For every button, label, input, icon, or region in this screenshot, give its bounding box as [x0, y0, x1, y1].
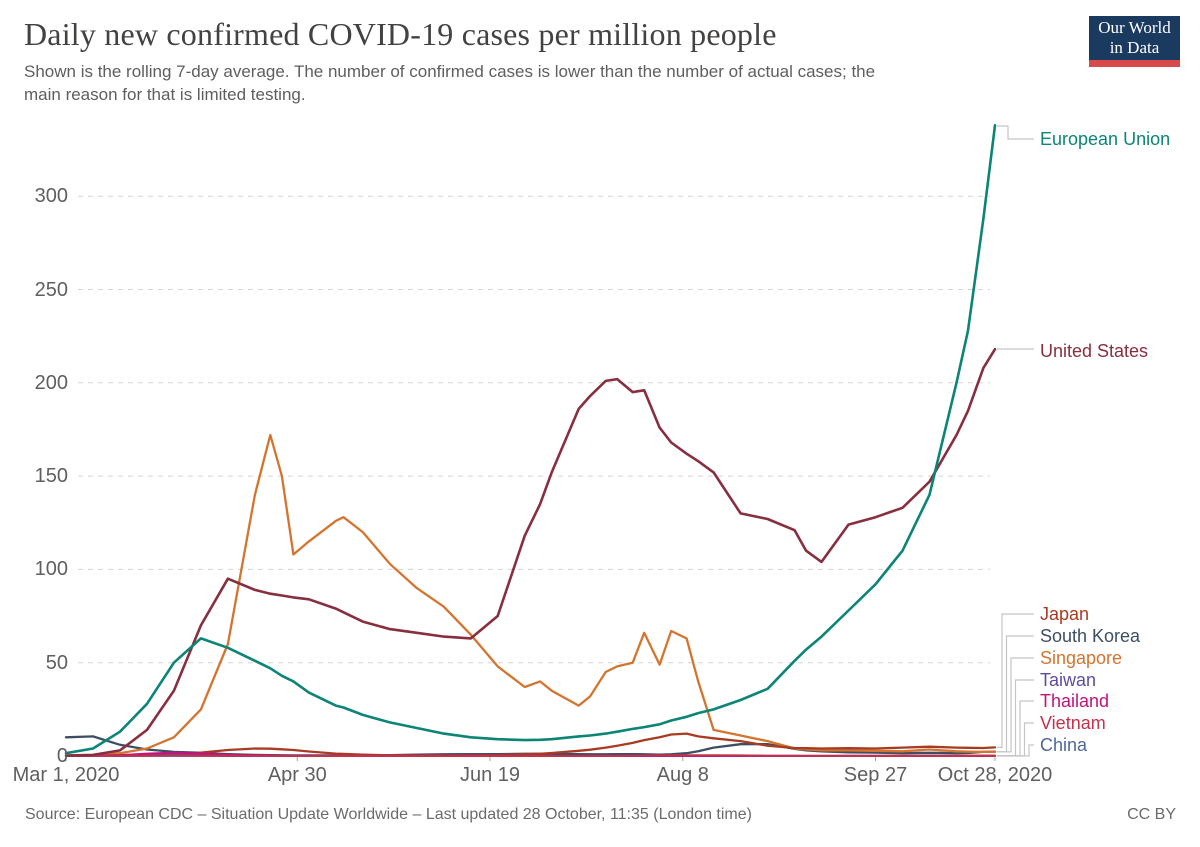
- series-line-european-union: [64, 124, 997, 755]
- series-line-united-states: [64, 347, 997, 757]
- series-label-south-korea[interactable]: South Korea: [1040, 626, 1141, 646]
- x-tick-label-oct-28,-2020: Oct 28, 2020: [937, 764, 1053, 786]
- page-title: Daily new confirmed COVID-19 cases per m…: [24, 16, 777, 52]
- x-tick-label-apr-30: Apr 30: [267, 764, 327, 786]
- label-connector-japan: [997, 613, 1034, 748]
- chart-subtitle-line1: Shown is the rolling 7-day average. The …: [24, 62, 876, 81]
- label-connector-china: [997, 744, 1034, 757]
- source-note: Source: European CDC – Situation Update …: [25, 806, 752, 823]
- chart-subtitle-line2: main reason for that is limited testing.: [24, 85, 306, 104]
- series-label-japan[interactable]: Japan: [1040, 604, 1090, 624]
- chart-subtitle: Shown is the rolling 7-day average. The …: [24, 60, 875, 106]
- owid-logo-line2: in Data: [1109, 38, 1160, 57]
- series-label-thailand[interactable]: Thailand: [1040, 691, 1110, 711]
- series-line-vietnam: [65, 754, 996, 757]
- y-tick-label-100: 100: [34, 558, 68, 581]
- x-tick-label-sep-27: Sep 27: [843, 764, 908, 786]
- x-tick-label-jun-19: Jun 19: [459, 764, 521, 786]
- y-tick-label-300: 300: [34, 185, 68, 208]
- x-tick-label-aug-8: Aug 8: [656, 764, 709, 786]
- series-line-japan: [64, 732, 997, 757]
- series-label-taiwan[interactable]: Taiwan: [1040, 670, 1097, 690]
- license-link[interactable]: CC BY: [1127, 806, 1176, 823]
- label-connector-european-union: [997, 125, 1034, 140]
- series-label-china[interactable]: China: [1040, 735, 1088, 755]
- series-label-vietnam[interactable]: Vietnam: [1040, 713, 1106, 733]
- owid-logo-accent-bar: [1089, 60, 1180, 67]
- series-label-singapore[interactable]: Singapore: [1040, 648, 1123, 668]
- series-label-european-union[interactable]: European Union: [1040, 129, 1171, 149]
- label-connector-singapore: [997, 657, 1034, 753]
- y-tick-label-250: 250: [34, 278, 68, 301]
- series-line-singapore: [64, 433, 997, 757]
- y-tick-label-150: 150: [34, 465, 68, 488]
- owid-logo[interactable]: Our World in Data: [1089, 16, 1180, 67]
- y-tick-label-0: 0: [56, 745, 68, 767]
- series-label-united-states[interactable]: United States: [1040, 341, 1149, 361]
- owid-logo-line1: Our World: [1098, 18, 1171, 37]
- x-tick-label-mar-1,-2020: Mar 1, 2020: [12, 764, 120, 786]
- y-tick-label-200: 200: [34, 371, 68, 394]
- y-tick-label-50: 50: [45, 651, 68, 674]
